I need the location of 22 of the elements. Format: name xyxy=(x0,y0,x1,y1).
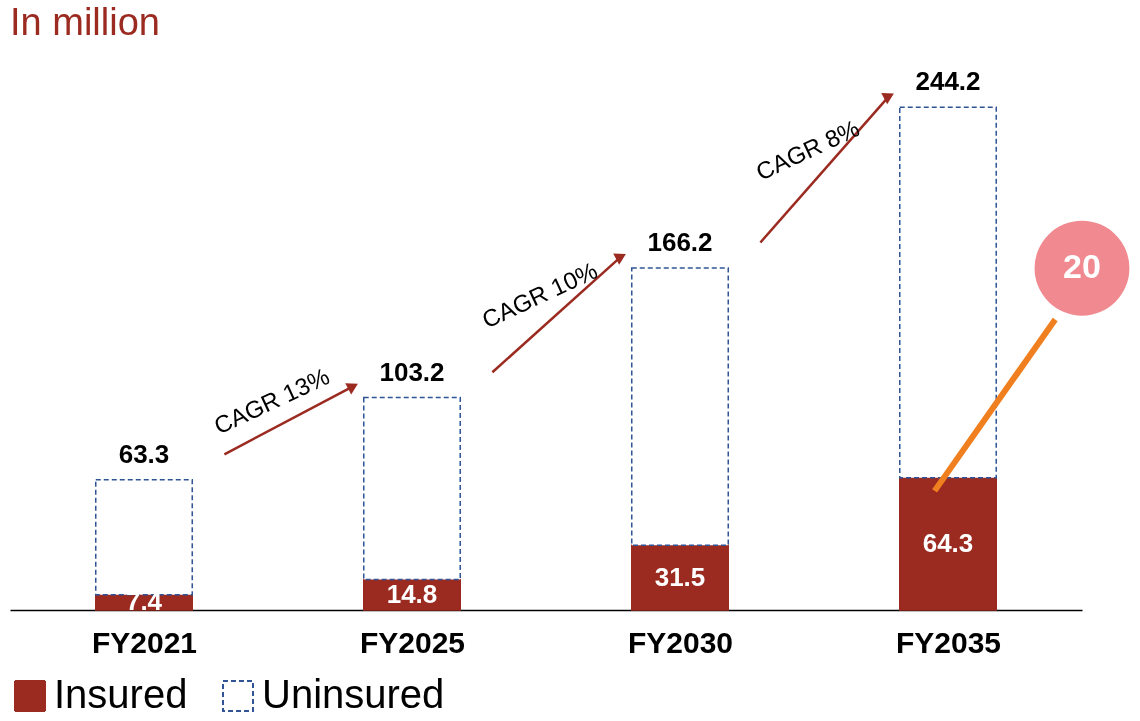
total-label: 63.3 xyxy=(118,438,170,469)
data-label: 64.3 xyxy=(922,527,974,558)
x-tick-label: FY2021 xyxy=(91,625,198,659)
annotation: CAGR 13% xyxy=(209,362,334,440)
annotation: CAGR 8% xyxy=(751,114,864,186)
data-label: 31.5 xyxy=(654,561,706,592)
legend-label: Uninsured xyxy=(262,672,445,716)
bar xyxy=(631,544,729,611)
total-label: 103.2 xyxy=(379,356,445,387)
legend-label: Insured xyxy=(54,672,188,716)
chart-title: In million xyxy=(10,1,160,43)
bar xyxy=(363,396,461,581)
total-label: 166.2 xyxy=(647,226,713,257)
x-tick-label: FY2025 xyxy=(359,625,466,659)
annotation: CAGR 10% xyxy=(477,256,602,334)
x-tick-label: FY2030 xyxy=(627,625,734,659)
x-tick-label: FY2035 xyxy=(895,625,1002,659)
bar xyxy=(95,478,193,596)
bar xyxy=(631,267,729,546)
total-label: 244.2 xyxy=(915,66,981,97)
annotation: 20 xyxy=(1063,247,1101,286)
data-label: 14.8 xyxy=(386,578,438,609)
